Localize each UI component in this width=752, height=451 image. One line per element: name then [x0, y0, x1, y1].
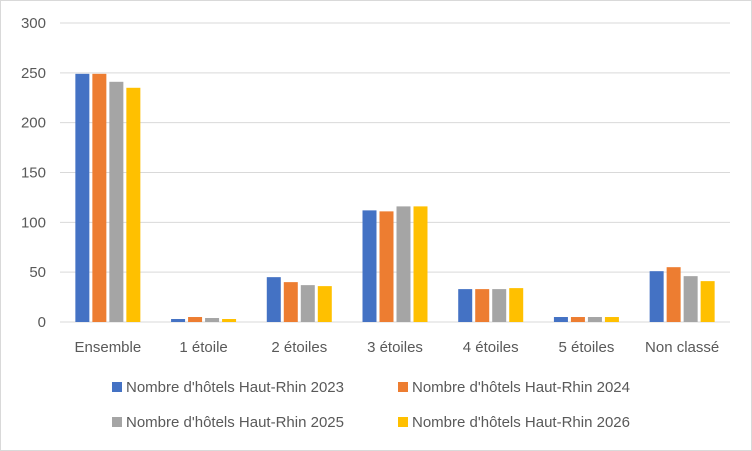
bar [222, 319, 237, 322]
legend-swatch [112, 382, 122, 392]
x-tick-label: Ensemble [75, 339, 142, 356]
bar [126, 87, 141, 323]
bar [171, 319, 186, 322]
bar [475, 289, 490, 322]
x-axis-ticks: Ensemble 1 étoile 2 étoiles 3 étoiles 4 étoi… [75, 339, 720, 356]
bar [649, 271, 664, 322]
bar [700, 281, 715, 322]
x-tick-label: 2 étoiles [271, 339, 327, 356]
bar [317, 286, 332, 322]
bar [362, 210, 377, 322]
bar [109, 81, 124, 322]
bar [413, 206, 428, 322]
x-tick-label: Non classé [645, 339, 719, 356]
legend-label: Nombre d'hôtels Haut-Rhin 2026 [412, 414, 630, 431]
legend-label: Nombre d'hôtels Haut-Rhin 2024 [412, 379, 630, 396]
bar [379, 211, 394, 322]
legend-swatch [398, 417, 408, 427]
y-tick-label: 50 [29, 264, 46, 281]
gridlines [60, 22, 730, 323]
bar [396, 206, 411, 322]
y-tick-label: 150 [21, 165, 46, 182]
legend-swatch [112, 417, 122, 427]
y-tick-label: 200 [21, 115, 46, 132]
bar [266, 277, 281, 322]
y-axis-ticks: 0 50 100 150 200 250 300 [21, 15, 46, 331]
bars [75, 73, 715, 323]
bar [205, 318, 220, 322]
bar [492, 289, 507, 322]
x-tick-label: 5 étoiles [558, 339, 614, 356]
bar [587, 317, 602, 322]
x-tick-label: 1 étoile [179, 339, 227, 356]
bar [683, 276, 698, 322]
bar [570, 317, 585, 322]
legend: Nombre d'hôtels Haut-Rhin 2023 Nombre d'h… [112, 379, 630, 431]
bar [300, 285, 315, 322]
y-tick-label: 300 [21, 15, 46, 32]
bar [509, 288, 524, 322]
bar [458, 289, 473, 322]
y-tick-label: 0 [38, 314, 46, 331]
y-tick-label: 250 [21, 65, 46, 82]
legend-label: Nombre d'hôtels Haut-Rhin 2023 [126, 379, 344, 396]
x-tick-label: 4 étoiles [463, 339, 519, 356]
legend-swatch [398, 382, 408, 392]
bar [92, 73, 107, 322]
y-tick-label: 100 [21, 214, 46, 231]
bar [75, 73, 90, 322]
legend-label: Nombre d'hôtels Haut-Rhin 2025 [126, 414, 344, 431]
bar [553, 317, 568, 322]
bar [666, 267, 681, 322]
x-tick-label: 3 étoiles [367, 339, 423, 356]
bar [188, 317, 203, 322]
bar [604, 317, 619, 322]
bar [283, 282, 298, 322]
